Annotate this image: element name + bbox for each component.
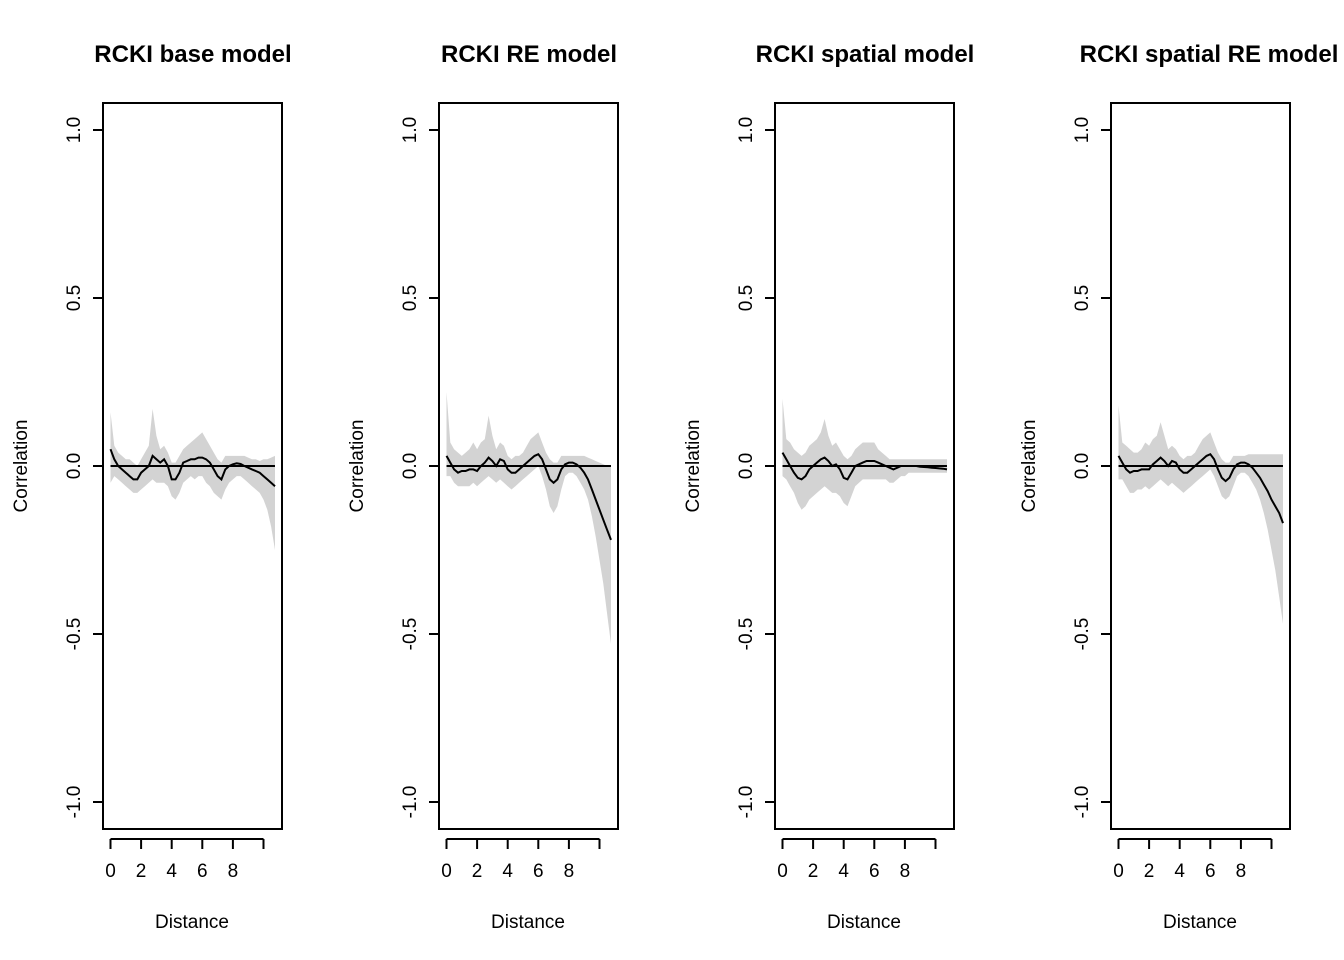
x-tick-label: 4 bbox=[1174, 861, 1185, 882]
x-tick-label: 6 bbox=[1205, 861, 1216, 882]
correlation-line bbox=[1117, 452, 1284, 524]
x-tick-label: 0 bbox=[441, 861, 452, 882]
confidence-band bbox=[110, 408, 275, 550]
x-tick-label: 2 bbox=[136, 861, 147, 882]
y-tick-label: 1.0 bbox=[64, 117, 85, 143]
y-tick-label: -1.0 bbox=[736, 786, 757, 819]
x-tick-label: 4 bbox=[502, 861, 513, 882]
x-axis-label: Distance bbox=[491, 912, 565, 933]
confidence-band bbox=[1118, 405, 1283, 624]
y-tick-label: -0.5 bbox=[736, 618, 757, 651]
correlation-line bbox=[781, 452, 948, 481]
y-tick-label: -0.5 bbox=[64, 618, 85, 651]
y-tick-label: 0.5 bbox=[736, 285, 757, 311]
panel-4: RCKI spatial RE model -1.0 -0.5 0.0 0.5 1.0 0 2… bbox=[1019, 41, 1338, 933]
y-tick-label: -1.0 bbox=[400, 786, 421, 819]
x-axis-label: Distance bbox=[155, 912, 229, 933]
y-tick-label: 0.0 bbox=[400, 453, 421, 479]
x-axis-label: Distance bbox=[827, 912, 901, 933]
x-tick-label: 8 bbox=[228, 861, 239, 882]
x-tick-label: 2 bbox=[1144, 861, 1155, 882]
panel-title: RCKI base model bbox=[94, 41, 291, 68]
x-tick-label: 8 bbox=[564, 861, 575, 882]
y-axis-label: Correlation bbox=[1019, 420, 1040, 513]
y-tick-label: 1.0 bbox=[736, 117, 757, 143]
panel-3: RCKI spatial model -1.0 -0.5 0.0 0.5 1.0 0 2 4 6 8… bbox=[683, 41, 974, 933]
y-tick-label: 0.0 bbox=[1072, 453, 1093, 479]
x-tick-label: 4 bbox=[166, 861, 177, 882]
x-tick-label: 6 bbox=[533, 861, 544, 882]
y-tick-label: -1.0 bbox=[64, 786, 85, 819]
y-axis-label: Correlation bbox=[347, 420, 368, 513]
y-tick-label: 0.0 bbox=[736, 453, 757, 479]
panel-1: RCKI base model -1.0 -0.5 0.0 0.5 1.0 0 2 4 6 8 Dis… bbox=[11, 41, 292, 933]
panel-title: RCKI RE model bbox=[441, 41, 617, 68]
x-tick-label: 0 bbox=[777, 861, 788, 882]
confidence-band bbox=[446, 392, 611, 645]
x-tick-label: 8 bbox=[1236, 861, 1247, 882]
y-tick-label: -1.0 bbox=[1072, 786, 1093, 819]
y-tick-label: 0.5 bbox=[64, 285, 85, 311]
y-tick-label: 0.5 bbox=[400, 285, 421, 311]
x-tick-label: 2 bbox=[472, 861, 483, 882]
y-tick-label: 0.0 bbox=[64, 453, 85, 479]
x-tick-label: 0 bbox=[1113, 861, 1124, 882]
correlation-line bbox=[445, 452, 612, 541]
panel-title: RCKI spatial model bbox=[756, 41, 975, 68]
y-tick-label: -0.5 bbox=[400, 618, 421, 651]
x-tick-label: 0 bbox=[105, 861, 116, 882]
y-axis-label: Correlation bbox=[683, 420, 704, 513]
x-tick-label: 4 bbox=[838, 861, 849, 882]
correlation-line bbox=[109, 448, 276, 487]
x-tick-label: 6 bbox=[197, 861, 208, 882]
panel-2: RCKI RE model -1.0 -0.5 0.0 0.5 1.0 0 2 4 6 8 Dista… bbox=[347, 41, 619, 933]
confidence-band bbox=[782, 398, 947, 510]
y-tick-label: 1.0 bbox=[400, 117, 421, 143]
panel-title: RCKI spatial RE model bbox=[1080, 41, 1339, 68]
x-tick-label: 6 bbox=[869, 861, 880, 882]
y-tick-label: 0.5 bbox=[1072, 285, 1093, 311]
x-tick-label: 2 bbox=[808, 861, 819, 882]
x-axis-label: Distance bbox=[1163, 912, 1237, 933]
x-tick-label: 8 bbox=[900, 861, 911, 882]
y-tick-label: -0.5 bbox=[1072, 618, 1093, 651]
y-axis-label: Correlation bbox=[11, 420, 32, 513]
y-tick-label: 1.0 bbox=[1072, 117, 1093, 143]
